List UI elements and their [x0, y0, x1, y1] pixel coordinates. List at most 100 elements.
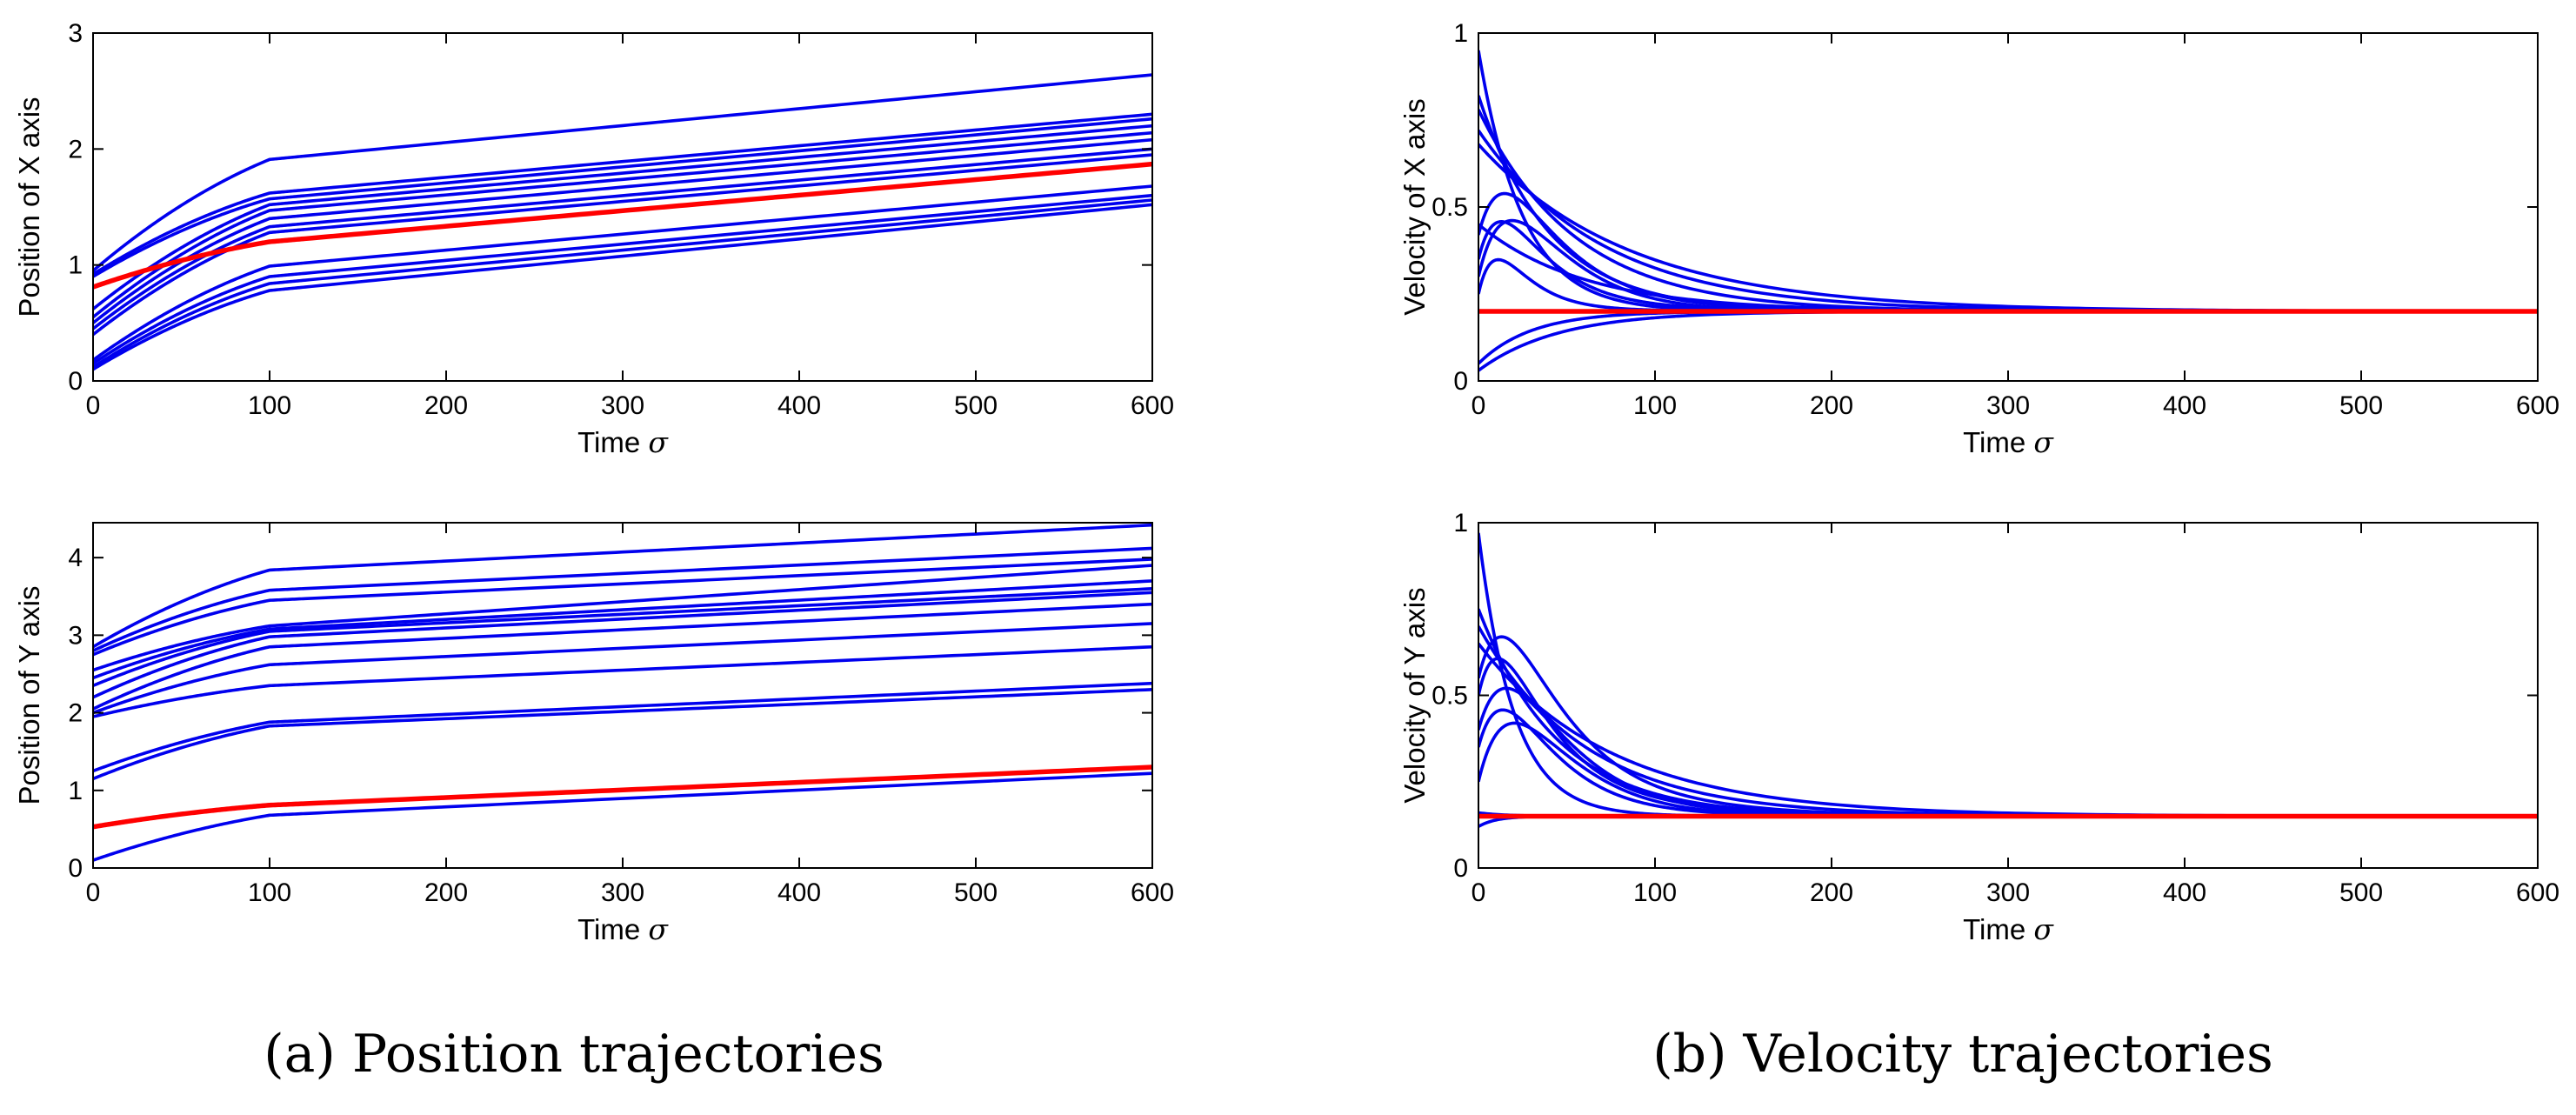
x-tick-label: 100 — [248, 878, 291, 907]
y-tick-label: 1 — [1453, 19, 1468, 48]
chart-vel_x: 0 100 200 300 400 500 600 0 0.5 1 Time σ Velocity o… — [1398, 19, 2559, 459]
series-line-follower — [93, 117, 1152, 278]
series-line-follower — [93, 112, 1152, 276]
axes-box — [92, 32, 1153, 382]
series-line-leader — [93, 764, 1152, 830]
chart-vel_y: 0 100 200 300 400 500 600 0 0.5 1 Time σ Velocity o… — [1398, 509, 2559, 946]
x-tick-label: 400 — [777, 878, 821, 907]
x-axis-label-text: Time — [577, 913, 648, 945]
series-line-follower — [1478, 223, 2538, 313]
series-group — [1478, 532, 2538, 828]
x-axis-label-symbol: σ — [2033, 425, 2054, 459]
series-line-follower — [93, 644, 1152, 718]
x-tick-label: 200 — [1810, 878, 1853, 907]
series-line-follower — [93, 193, 1152, 365]
x-axis-label-text: Time — [1963, 426, 2033, 458]
series-line-follower — [93, 198, 1152, 369]
series-line-follower — [93, 137, 1152, 324]
x-tick-label: 0 — [1472, 878, 1486, 907]
x-tick-label: 200 — [424, 391, 468, 420]
series-line-follower — [1478, 218, 2538, 313]
x-tick-label: 200 — [1810, 391, 1853, 420]
series-line-follower — [1478, 95, 2538, 313]
series-line-leader — [93, 161, 1152, 290]
series-line-follower — [93, 203, 1152, 371]
x-tick-label: 200 — [424, 878, 468, 907]
x-tick-label: 600 — [2516, 391, 2559, 420]
x-tick-label: 500 — [2339, 391, 2383, 420]
x-axis-label: Time σ — [1963, 425, 2054, 459]
x-axis-label: Time σ — [577, 912, 669, 946]
series-line-follower — [93, 622, 1152, 715]
x-axis-label-text: Time — [1963, 913, 2033, 945]
series-line-follower — [1478, 310, 2538, 372]
x-tick-label: 400 — [2163, 878, 2206, 907]
y-tick-label: 3 — [68, 621, 83, 650]
y-tick-label: 0 — [1453, 854, 1468, 883]
x-tick-label: 0 — [86, 878, 101, 907]
x-tick-label: 100 — [1633, 391, 1677, 420]
x-tick-label: 400 — [777, 391, 821, 420]
y-tick-label: 0.5 — [1431, 682, 1468, 711]
series-line-follower — [93, 147, 1152, 330]
x-axis-label-text: Time — [577, 426, 648, 458]
series-group — [93, 523, 1152, 862]
x-tick-label: 600 — [1131, 878, 1174, 907]
y-axis-label: Velocity of Y axis — [1398, 587, 1431, 803]
y-tick-label: 1 — [68, 251, 83, 280]
y-tick-label: 0 — [68, 854, 83, 883]
x-axis-label: Time σ — [1963, 912, 2054, 946]
y-tick-label: 0 — [68, 367, 83, 396]
series-line-follower — [93, 153, 1152, 337]
x-tick-label: 300 — [601, 391, 644, 420]
axes-box — [1478, 32, 2539, 382]
series-line-follower — [93, 564, 1152, 672]
x-axis-label: Time σ — [577, 425, 669, 459]
x-tick-label: 600 — [2516, 878, 2559, 907]
y-tick-label: 4 — [68, 544, 83, 572]
x-tick-label: 500 — [954, 878, 998, 907]
y-tick-label: 1 — [1453, 509, 1468, 537]
x-tick-label: 100 — [248, 391, 291, 420]
x-axis-label-symbol: σ — [648, 425, 669, 459]
series-line-follower — [1478, 143, 2538, 313]
series-group — [93, 73, 1152, 371]
x-tick-label: 600 — [1131, 391, 1174, 420]
series-line-follower — [93, 523, 1152, 649]
y-tick-label: 1 — [68, 777, 83, 805]
series-line-follower — [93, 688, 1152, 781]
series-line-follower — [93, 681, 1152, 773]
x-axis-label-symbol: σ — [648, 912, 669, 946]
x-tick-label: 0 — [86, 391, 101, 420]
y-axis-label: Position of X axis — [13, 97, 45, 317]
chart-pos_y: 0 100 200 300 400 500 600 0 1 2 3 4 Time σ Position o… — [13, 522, 1174, 946]
y-tick-label: 2 — [68, 699, 83, 728]
x-axis-label-symbol: σ — [2033, 912, 2054, 946]
series-line-follower — [93, 124, 1152, 310]
caption-a: (a) Position trajectories — [264, 1024, 884, 1085]
y-axis-label: Velocity of X axis — [1398, 98, 1431, 315]
series-line-follower — [1478, 109, 2538, 313]
x-tick-label: 100 — [1633, 878, 1677, 907]
series-line-follower — [93, 558, 1152, 657]
y-axis-label: Position of Y axis — [13, 586, 45, 805]
x-tick-label: 500 — [2339, 878, 2383, 907]
series-line-follower — [93, 546, 1152, 652]
series-line-follower — [1478, 129, 2538, 313]
series-line-follower — [1478, 608, 2538, 818]
x-tick-label: 300 — [1986, 878, 2030, 907]
x-tick-label: 0 — [1472, 391, 1486, 420]
series-line-follower — [93, 602, 1152, 711]
series-line-follower — [93, 771, 1152, 862]
y-tick-label: 3 — [68, 19, 83, 48]
series-line-follower — [1478, 657, 2538, 818]
x-tick-label: 300 — [1986, 391, 2030, 420]
series-line-follower — [1478, 220, 2538, 313]
chart-pos_x: 0 100 200 300 400 500 600 0 1 2 3 Time σ Position of… — [13, 19, 1174, 459]
series-line-follower — [93, 579, 1152, 680]
x-tick-label: 400 — [2163, 391, 2206, 420]
caption-b: (b) Velocity trajectories — [1652, 1024, 2273, 1085]
series-line-follower — [93, 591, 1152, 699]
